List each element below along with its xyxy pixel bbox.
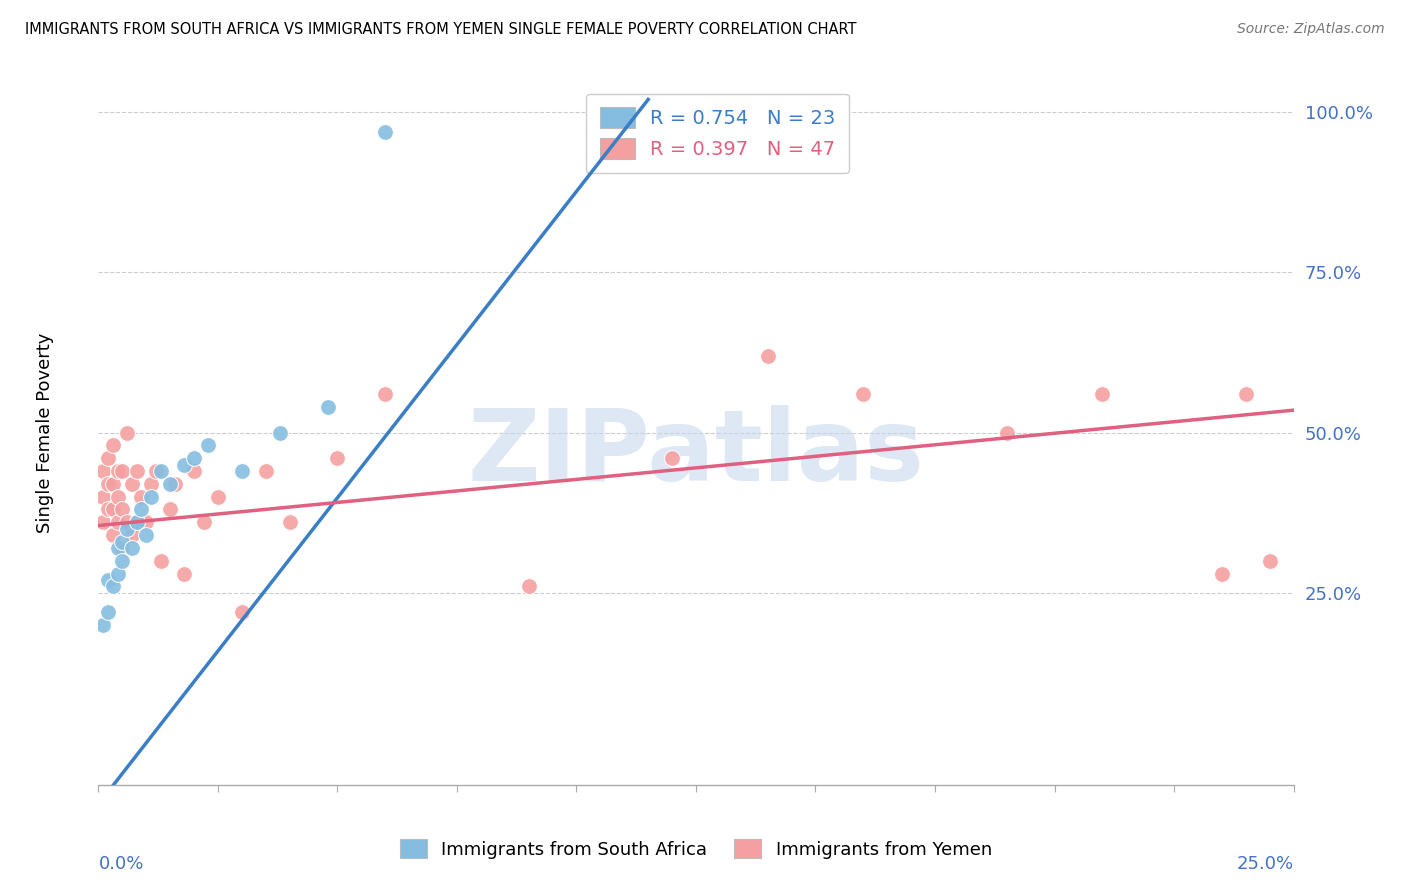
Point xyxy=(231,605,253,619)
Point xyxy=(107,490,129,504)
Point xyxy=(111,554,134,568)
Point xyxy=(139,490,162,504)
Point xyxy=(159,502,181,516)
Point xyxy=(159,476,181,491)
Point xyxy=(101,438,124,452)
Point xyxy=(163,476,186,491)
Point xyxy=(125,464,148,478)
Point xyxy=(107,516,129,530)
Point xyxy=(1258,554,1281,568)
Point xyxy=(1091,387,1114,401)
Point xyxy=(231,464,253,478)
Point xyxy=(107,541,129,555)
Point xyxy=(149,464,172,478)
Point xyxy=(115,516,138,530)
Point xyxy=(91,617,114,632)
Point xyxy=(101,476,124,491)
Point xyxy=(173,458,195,472)
Point xyxy=(207,490,229,504)
Point xyxy=(115,425,138,440)
Point xyxy=(97,451,120,466)
Point xyxy=(131,490,153,504)
Point xyxy=(97,476,120,491)
Point xyxy=(135,528,157,542)
Point xyxy=(135,516,157,530)
Text: Source: ZipAtlas.com: Source: ZipAtlas.com xyxy=(1237,22,1385,37)
Point xyxy=(97,502,120,516)
Text: 0.0%: 0.0% xyxy=(98,855,143,873)
Point xyxy=(121,541,143,555)
Point xyxy=(91,464,114,478)
Point xyxy=(326,451,349,466)
Point xyxy=(374,124,396,138)
Point xyxy=(197,438,219,452)
Point xyxy=(111,464,134,478)
Point xyxy=(101,528,124,542)
Point xyxy=(756,349,779,363)
Point xyxy=(145,464,167,478)
Point xyxy=(183,451,205,466)
Point xyxy=(111,502,134,516)
Point xyxy=(173,566,195,581)
Legend: Immigrants from South Africa, Immigrants from Yemen: Immigrants from South Africa, Immigrants… xyxy=(391,830,1001,868)
Point xyxy=(125,516,148,530)
Point xyxy=(97,605,120,619)
Point xyxy=(995,425,1018,440)
Point xyxy=(101,502,124,516)
Point xyxy=(111,534,134,549)
Point xyxy=(269,425,291,440)
Point xyxy=(316,400,339,414)
Point xyxy=(254,464,277,478)
Point xyxy=(852,387,875,401)
Point xyxy=(115,522,138,536)
Point xyxy=(91,490,114,504)
Point xyxy=(91,516,114,530)
Point xyxy=(149,554,172,568)
Point xyxy=(183,464,205,478)
Point xyxy=(374,387,396,401)
Point xyxy=(517,579,540,593)
Point xyxy=(661,451,683,466)
Point xyxy=(107,464,129,478)
Point xyxy=(101,579,124,593)
Point xyxy=(139,476,162,491)
Text: IMMIGRANTS FROM SOUTH AFRICA VS IMMIGRANTS FROM YEMEN SINGLE FEMALE POVERTY CORR: IMMIGRANTS FROM SOUTH AFRICA VS IMMIGRAN… xyxy=(25,22,856,37)
Point xyxy=(97,573,120,587)
Text: Single Female Poverty: Single Female Poverty xyxy=(35,333,53,533)
Point xyxy=(111,541,134,555)
Point xyxy=(121,528,143,542)
Point xyxy=(278,516,301,530)
Point xyxy=(131,502,153,516)
Point xyxy=(1211,566,1233,581)
Point xyxy=(121,476,143,491)
Point xyxy=(193,516,215,530)
Text: 25.0%: 25.0% xyxy=(1236,855,1294,873)
Point xyxy=(107,566,129,581)
Text: ZIPatlas: ZIPatlas xyxy=(468,405,924,502)
Point xyxy=(1234,387,1257,401)
Point xyxy=(125,516,148,530)
